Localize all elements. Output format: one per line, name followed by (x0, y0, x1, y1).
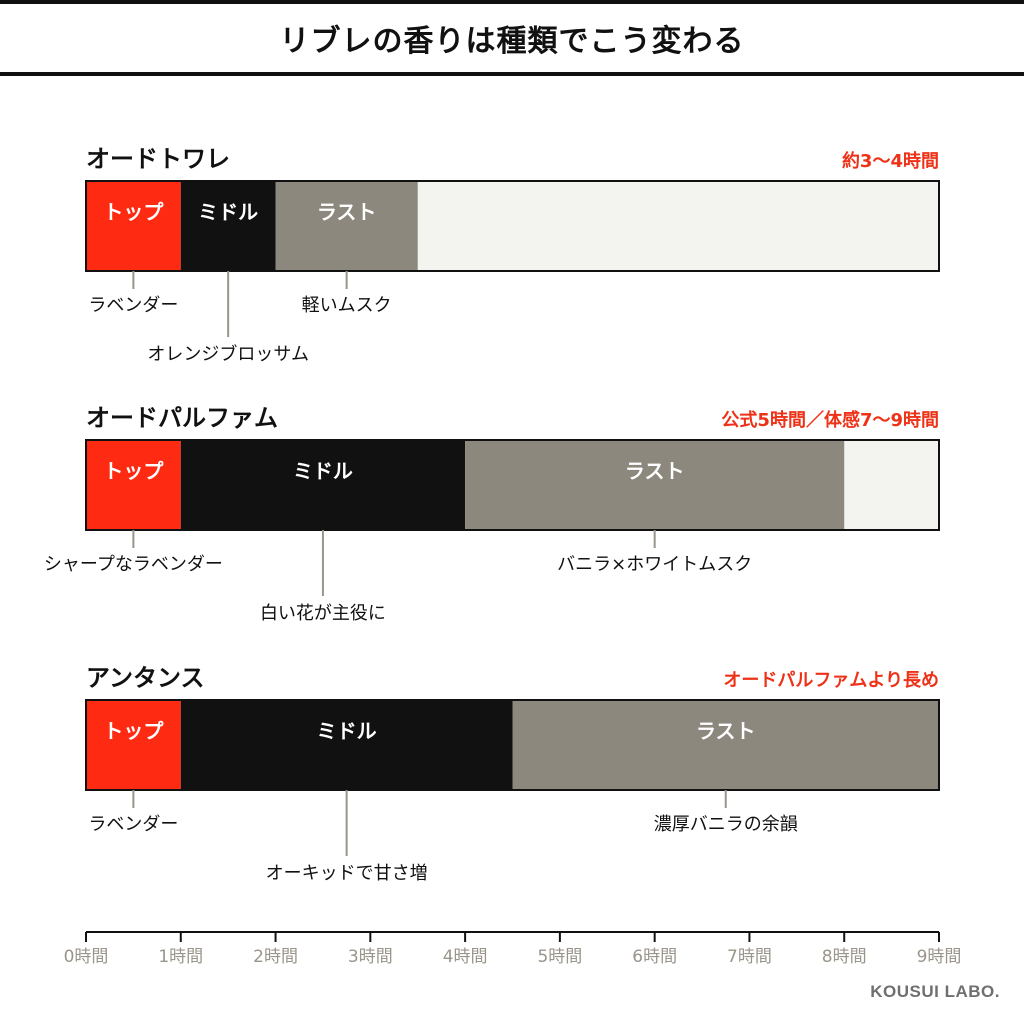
note-label: 軽いムスク (302, 295, 392, 316)
time-axis-tick-label: 7時間 (727, 947, 772, 967)
note-label: ラベンダー (88, 295, 178, 316)
note-label: ラベンダー (88, 814, 178, 835)
segment-label: ラスト (625, 459, 685, 483)
bar-segment-2 (465, 440, 845, 530)
time-axis-tick-label: 6時間 (632, 947, 677, 967)
segment-label: トップ (103, 200, 164, 224)
time-axis-tick-label: 8時間 (822, 947, 867, 967)
note-label: バニラ×ホワイトムスク (557, 554, 752, 575)
bar-segment-1 (180, 181, 276, 271)
row-duration-label: オードパルファムより長め (723, 670, 939, 691)
bar-outline (85, 439, 940, 531)
row-title: オードパルファム (86, 404, 278, 432)
bar-segment-0 (86, 181, 181, 271)
segment-label: トップ (103, 719, 164, 743)
bar-outline (85, 180, 940, 272)
bar-segment-2 (512, 700, 939, 790)
page-title: リブレの香りは種類でこう変わる (279, 24, 745, 59)
time-axis-tick-label: 0時間 (64, 947, 109, 967)
bar-outline (85, 699, 940, 791)
bar-segment-1 (180, 700, 513, 790)
segment-label: ラスト (317, 200, 377, 224)
row-title: オードトワレ (86, 145, 230, 173)
segment-label: ラスト (696, 719, 756, 743)
segment-label: トップ (103, 459, 164, 483)
time-axis-tick-label: 5時間 (537, 947, 582, 967)
note-label: シャープなラベンダー (44, 554, 223, 575)
row-title: アンタンス (86, 664, 205, 692)
title-bar: リブレの香りは種類でこう変わる (0, 0, 1024, 76)
note-label: 濃厚バニラの余韻 (654, 814, 798, 835)
bar-segment-1 (180, 440, 466, 530)
time-axis-tick-label: 1時間 (158, 947, 203, 967)
segment-label: ミドル (293, 459, 353, 483)
bar-segment-0 (86, 700, 181, 790)
note-label: オーキッドで甘さ増 (266, 863, 428, 884)
credit-label: KOUSUI LABO. (870, 982, 1000, 1001)
row-duration-label: 公式5時間／体感7〜9時間 (721, 409, 939, 431)
segment-label: ミドル (198, 200, 258, 224)
time-axis-tick-label: 2時間 (253, 947, 298, 967)
bar-segment-0 (86, 440, 181, 530)
time-axis-tick-label: 9時間 (917, 947, 962, 967)
row-duration-label: 約3〜4時間 (842, 150, 939, 172)
note-label: オレンジブロッサム (147, 343, 309, 365)
time-axis-tick-label: 3時間 (348, 947, 393, 967)
segment-label: ミドル (317, 719, 377, 743)
time-axis-tick-label: 4時間 (443, 947, 488, 967)
note-label: 白い花が主役に (260, 603, 386, 624)
bar-segment-2 (275, 181, 418, 271)
